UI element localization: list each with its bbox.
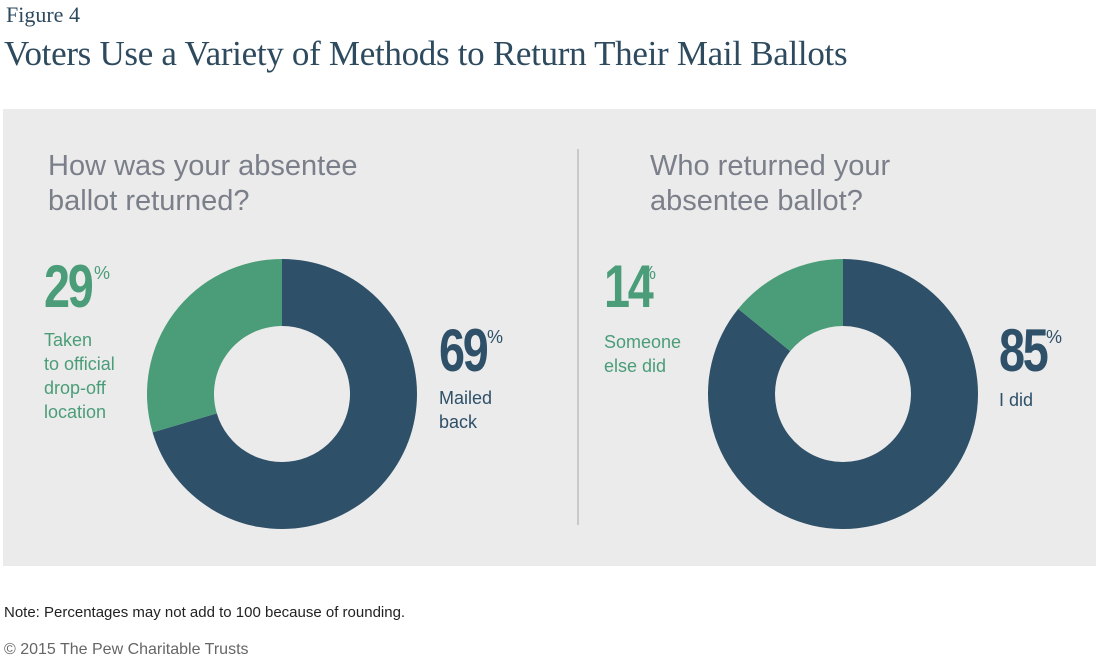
pct-mailed-value: 69	[439, 317, 489, 384]
pct-i-did-value: 85	[999, 317, 1049, 384]
donut-slice-someone	[738, 259, 843, 352]
pct-sign-i-did: %	[1046, 327, 1063, 347]
label-someone-else: Someone else did	[604, 332, 682, 376]
donut-chart-left	[147, 259, 417, 529]
label-dropoff: Taken to official drop-off location	[44, 330, 115, 422]
pct-dropoff-value: 29	[44, 253, 94, 320]
donut-slice-taken	[147, 259, 282, 433]
question-right: Who returned your absentee ballot?	[650, 150, 891, 217]
chart-panel: How was your absentee ballot returned? 2…	[3, 109, 1096, 566]
pct-someone-else: 14	[604, 257, 654, 317]
pct-mailed: 69	[439, 321, 489, 381]
copyright: © 2015 The Pew Charitable Trusts	[4, 641, 249, 658]
panel-divider	[577, 149, 579, 525]
label-mailed: Mailed back	[439, 388, 493, 432]
label-i-did: I did	[999, 390, 1034, 410]
question-left: How was your absentee ballot returned?	[48, 150, 358, 217]
pct-dropoff: 29	[44, 257, 94, 317]
pct-sign-someone-else: %	[640, 263, 657, 283]
pct-sign-dropoff: %	[94, 263, 111, 283]
figure-label: Figure 4	[6, 2, 80, 27]
pct-sign-mailed: %	[487, 327, 504, 347]
pct-i-did: 85	[999, 321, 1049, 381]
donut-chart-right	[708, 259, 978, 529]
donut-slice-i-did	[708, 259, 978, 529]
footnote: Note: Percentages may not add to 100 bec…	[4, 604, 406, 621]
donut-slice-mailed	[152, 259, 417, 529]
pct-someone-else-value: 14	[604, 253, 654, 320]
figure-title: Voters Use a Variety of Methods to Retur…	[4, 34, 848, 73]
